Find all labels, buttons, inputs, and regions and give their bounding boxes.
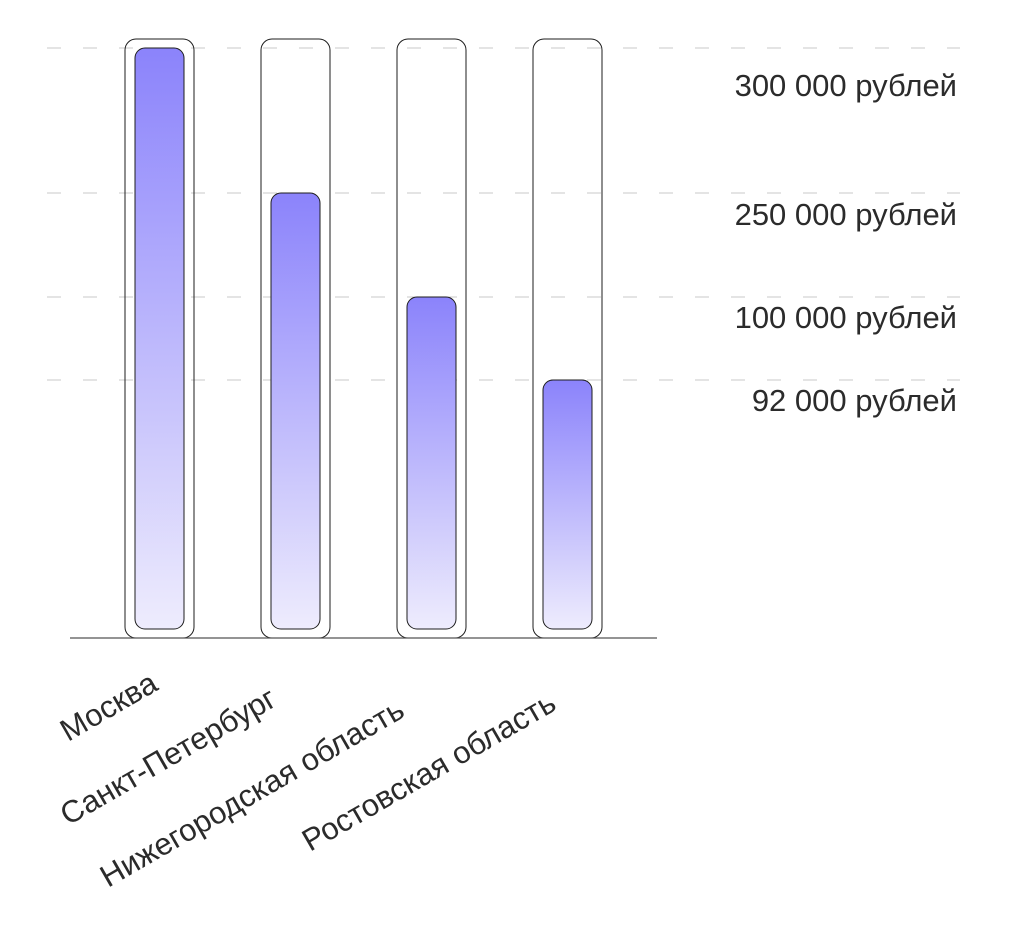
value-label-rostov: 92 000 рублей: [752, 383, 957, 418]
value-label-spb: 250 000 рублей: [735, 197, 957, 232]
value-label-moskva: 300 000 рублей: [735, 68, 957, 103]
gridlines: [47, 47, 960, 381]
bar-rostov: [542, 379, 593, 630]
bar-moskva: [134, 47, 185, 630]
bars: [134, 47, 593, 630]
category-label-moskva: Москва: [54, 664, 164, 748]
bar-nizhny: [406, 296, 457, 630]
bar-spb: [270, 192, 321, 630]
bar-tracks: [124, 38, 603, 639]
value-label-nizhny: 100 000 рублей: [735, 300, 957, 335]
category-label-rostov: Ростовская область: [296, 685, 562, 859]
